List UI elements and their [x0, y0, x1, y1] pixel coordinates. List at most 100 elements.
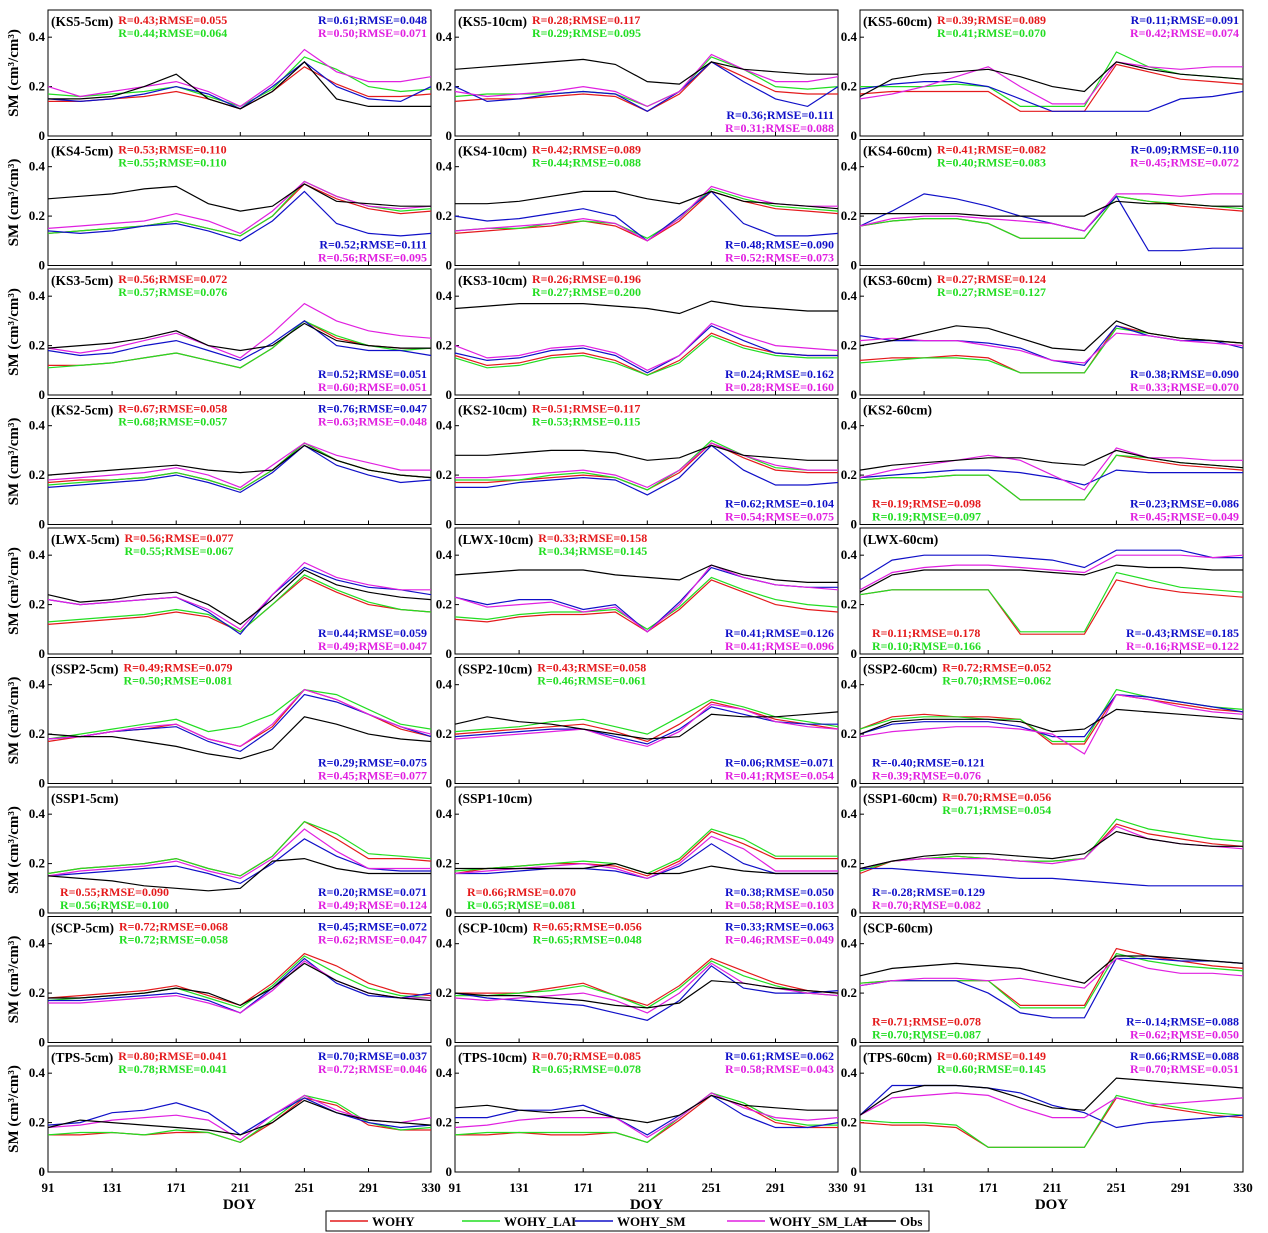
series-wohy-sm — [860, 867, 1243, 887]
y-axis-label: SM (cm³/cm³) — [6, 1065, 22, 1153]
y-tick-label: 0.2 — [29, 1115, 45, 1130]
y-tick-label: 0 — [39, 1035, 46, 1050]
stat-wohy-sm: R=0.44;RMSE=0.059 — [318, 626, 427, 640]
series-wohy-sm — [859, 693, 1244, 738]
panel-lwx-5cm: 0 0.2 0.4 (LWX-5cm) R=0.56;RMSE=0.077R=0.55;… — [29, 527, 432, 661]
plot-area — [454, 786, 839, 914]
panel-title: (LWX-10cm) — [458, 532, 533, 547]
stat-wohy-lai: R=0.44;RMSE=0.064 — [118, 26, 227, 40]
series-obs — [454, 300, 838, 315]
y-tick-label: 0.4 — [841, 936, 858, 951]
series-obs — [47, 322, 431, 352]
stat-wohy-sm-lai: R=0.63;RMSE=0.048 — [318, 415, 427, 429]
stat-wohy: R=0.71;RMSE=0.078 — [872, 1015, 981, 1029]
y-tick-label: 0.4 — [29, 547, 46, 562]
stat-wohy-sm: R=0.24;RMSE=0.162 — [725, 367, 834, 381]
stat-wohy-sm: R=0.70;RMSE=0.037 — [318, 1049, 427, 1063]
series-wohy-lai — [47, 574, 432, 633]
stat-wohy-sm: R=-0.40;RMSE=0.121 — [872, 756, 985, 770]
series-wohy-lai — [455, 439, 838, 491]
y-tick-label: 0.2 — [841, 338, 857, 353]
stat-wohy-sm-lai: R=0.50;RMSE=0.071 — [318, 26, 427, 40]
y-tick-label: 0.4 — [841, 418, 858, 433]
series-wohy-lai — [47, 688, 432, 740]
y-tick-label: 0.4 — [436, 547, 453, 562]
stat-wohy: R=0.70;RMSE=0.056 — [942, 790, 1051, 804]
panel-tps-10cm: 91 131 171 211 251 291 330 0 0.2 0.4 (TPS-10cm) R=0… — [436, 1045, 848, 1195]
series-wohy-lai — [454, 188, 839, 239]
plot-area — [454, 268, 839, 396]
stat-wohy-sm: R=0.52;RMSE=0.111 — [319, 238, 427, 252]
series-obs — [454, 58, 838, 85]
x-axis-label: DOY — [630, 1197, 664, 1213]
x-tick-label: 131 — [102, 1180, 122, 1195]
y-tick-label: 0.2 — [436, 79, 452, 94]
y-tick-label: 0.2 — [29, 79, 45, 94]
series-wohy-sm-lai — [47, 48, 432, 108]
series-wohy-sm — [859, 549, 1243, 581]
stat-wohy-sm: R=0.23;RMSE=0.086 — [1130, 497, 1239, 511]
panel-title: (KS5-60cm) — [863, 14, 932, 29]
y-tick-label: 0.4 — [29, 418, 46, 433]
stat-wohy-lai: R=0.65;RMSE=0.078 — [532, 1062, 641, 1076]
y-tick-label: 0.2 — [29, 856, 45, 871]
plot-area — [859, 527, 1244, 655]
stat-wohy: R=0.60;RMSE=0.149 — [937, 1049, 1046, 1063]
series-obs — [859, 708, 1244, 735]
stat-wohy-sm-lai: R=0.70;RMSE=0.082 — [872, 898, 981, 912]
plot-area — [47, 916, 432, 1043]
y-tick-label: 0.2 — [841, 79, 857, 94]
stat-wohy-sm-lai: R=-0.16;RMSE=0.122 — [1126, 639, 1239, 653]
series-wohy-sm-lai — [454, 322, 839, 371]
stat-wohy-lai: R=0.78;RMSE=0.041 — [118, 1062, 227, 1076]
series-wohy-sm-lai — [47, 688, 432, 748]
stat-wohy-sm: R=0.29;RMSE=0.075 — [318, 756, 427, 770]
stat-wohy-lai: R=0.71;RMSE=0.054 — [942, 803, 1051, 817]
panel-title: (KS5-10cm) — [458, 14, 527, 29]
stat-wohy-sm: R=0.38;RMSE=0.050 — [725, 885, 834, 899]
plot-area — [454, 1045, 839, 1173]
series-wohy-sm — [454, 965, 839, 1021]
panel-scp-10cm: 0 0.2 0.4 (SCP-10cm) R=0.65;RMSE=0.056R=0.65… — [436, 916, 839, 1050]
y-tick-label: 0.4 — [29, 1065, 46, 1080]
stat-wohy: R=0.41;RMSE=0.082 — [937, 143, 1046, 157]
series-wohy-sm-lai — [859, 332, 1244, 364]
stat-wohy: R=0.53;RMSE=0.110 — [118, 143, 226, 157]
stat-wohy-sm-lai: R=0.54;RMSE=0.075 — [725, 510, 834, 524]
x-tick-label: 131 — [914, 1180, 934, 1195]
x-tick-label: 171 — [166, 1180, 186, 1195]
panel-title: (SCP-5cm) — [51, 921, 114, 936]
plot-area — [454, 916, 839, 1043]
stat-wohy-sm-lai: R=0.49;RMSE=0.124 — [318, 898, 427, 912]
plot-area — [47, 139, 432, 266]
panel-ssp2-5cm: 0 0.2 0.4 (SSP2-5cm) R=0.49;RMSE=0.079R=0.50… — [29, 657, 432, 791]
x-axis-label: DOY — [223, 1197, 257, 1213]
y-tick-label: 0.2 — [841, 856, 857, 871]
stat-wohy: R=0.11;RMSE=0.178 — [872, 626, 980, 640]
stat-wohy-sm-lai: R=0.45;RMSE=0.049 — [1130, 510, 1239, 524]
series-obs — [454, 1094, 838, 1124]
series-wohy-sm-lai — [859, 693, 1244, 755]
x-tick-label: 330 — [1233, 1180, 1253, 1195]
plot-area — [454, 9, 839, 137]
y-tick-label: 0.4 — [436, 1065, 453, 1080]
stat-wohy: R=0.19;RMSE=0.098 — [872, 497, 981, 511]
stat-wohy: R=0.28;RMSE=0.117 — [532, 13, 640, 27]
series-wohy-sm-lai — [454, 1092, 839, 1139]
panel-title: (KS2-10cm) — [458, 403, 527, 418]
stat-wohy: R=0.43;RMSE=0.058 — [537, 661, 646, 675]
stat-wohy-sm-lai: R=0.56;RMSE=0.095 — [318, 251, 427, 265]
x-tick-label: 211 — [638, 1180, 657, 1195]
y-tick-label: 0.4 — [436, 418, 453, 433]
stat-wohy-lai: R=0.41;RMSE=0.070 — [937, 26, 1046, 40]
panel-title: (SSP2-5cm) — [51, 662, 119, 677]
series-wohy-lai — [859, 1094, 1244, 1148]
y-tick-label: 0.4 — [436, 29, 453, 44]
series-wohy-lai — [859, 571, 1244, 633]
y-tick-label: 0 — [39, 1164, 46, 1179]
series-obs — [859, 449, 1244, 471]
stat-wohy-sm: R=0.33;RMSE=0.063 — [725, 920, 834, 934]
series-obs — [47, 569, 432, 626]
panel-ks2-60cm: 0 0.2 0.4 (KS2-60cm) R=0.19;RMSE=0.098R=0.19… — [841, 398, 1244, 532]
plot-area — [859, 9, 1244, 137]
